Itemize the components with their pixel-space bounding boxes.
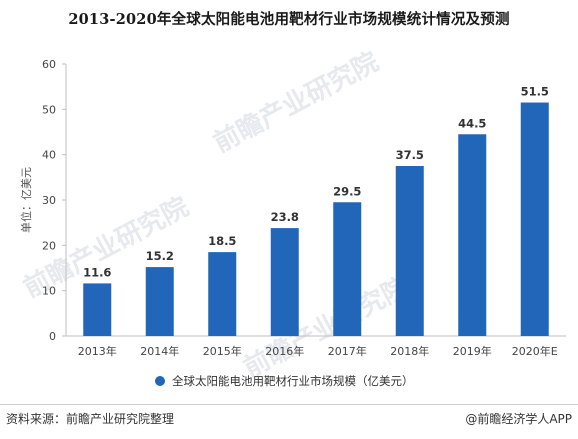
y-tick-label: 30: [42, 194, 56, 207]
watermark-text: 前瞻产业研究院: [238, 271, 413, 384]
watermark-text: 前瞻产业研究院: [208, 46, 383, 159]
bar: [520, 102, 549, 337]
source-note: 资料来源：前瞻产业研究院整理: [6, 412, 175, 426]
x-tick-label: 2015年: [203, 344, 242, 358]
legend-label: 全球太阳能电池用靶材行业市场规模（亿美元）: [172, 374, 414, 388]
bar: [208, 252, 237, 336]
brand-credit: @前瞻经济学人APP: [465, 412, 572, 426]
data-labels: 11.6 15.2 18.5 23.8 29.5 37.5 44.5 51.5: [83, 85, 549, 280]
x-tick-label: 2019年: [453, 344, 492, 358]
data-label: 44.5: [458, 116, 486, 130]
x-tick-label: 2020年E: [512, 344, 558, 358]
legend-marker: [155, 376, 165, 386]
data-label: 23.8: [271, 210, 299, 224]
bar: [83, 283, 112, 336]
x-tick-label: 2016年: [265, 344, 304, 358]
data-label: 37.5: [396, 148, 424, 162]
y-axis-title: 单位：亿美元: [19, 167, 33, 233]
data-label: 29.5: [333, 184, 361, 198]
bar: [145, 267, 174, 336]
bar: [333, 202, 362, 336]
footer-divider: [0, 404, 578, 405]
legend: 全球太阳能电池用靶材行业市场规模（亿美元）: [155, 374, 414, 388]
data-label: 15.2: [146, 249, 174, 263]
y-tick-label: 40: [42, 149, 56, 162]
x-tick-label: 2013年: [78, 344, 117, 358]
y-tick-label: 60: [42, 58, 56, 71]
y-tick-label: 50: [42, 103, 56, 116]
bar: [270, 228, 299, 336]
data-label: 18.5: [208, 234, 236, 248]
x-tick-label: 2014年: [140, 344, 179, 358]
bars: [83, 102, 549, 337]
y-tick-label: 0: [49, 330, 56, 343]
bar: [395, 166, 424, 336]
x-tick-label: 2017年: [328, 344, 367, 358]
y-tick-label: 20: [42, 239, 56, 252]
x-axis: 2013年 2014年 2015年 2016年 2017年 2018年 2019年 2020年…: [66, 335, 566, 358]
bar: [458, 134, 487, 336]
y-tick-label: 10: [42, 285, 56, 298]
data-label: 11.6: [83, 265, 111, 279]
x-tick-label: 2018年: [390, 344, 429, 358]
y-axis: 0 10 20 30 40 50 60 单位：亿美元: [19, 58, 67, 343]
data-label: 51.5: [521, 85, 549, 99]
chart-title: 2013-2020年全球太阳能电池用靶材行业市场规模统计情况及预测: [68, 11, 510, 28]
